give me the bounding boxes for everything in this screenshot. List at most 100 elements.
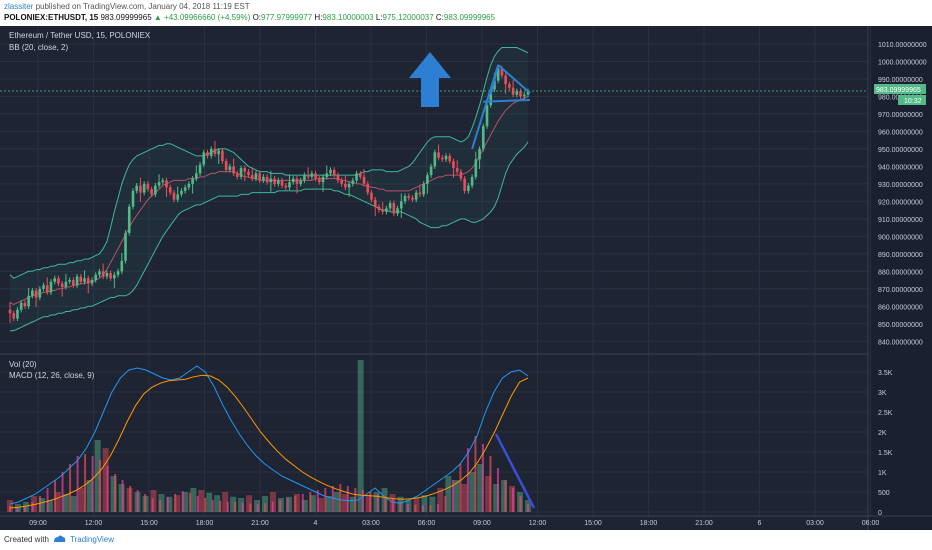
candle [504, 72, 507, 94]
candle-body [23, 302, 27, 307]
candle-body [515, 91, 519, 95]
volume-bar [174, 495, 181, 512]
volume-pane [7, 360, 531, 512]
candle [45, 277, 49, 295]
macd-histogram-bar [256, 504, 259, 512]
volume-bar [301, 500, 308, 512]
candle-body [142, 183, 146, 193]
triangle-upper-edge [497, 64, 531, 94]
candle-body [224, 161, 228, 170]
candle-body [273, 178, 276, 184]
candle-body [221, 150, 224, 162]
candle-body [195, 173, 198, 179]
volume-bar [46, 500, 53, 512]
macd-histogram-bar [391, 499, 394, 512]
candle-body [366, 183, 370, 193]
candle [358, 170, 362, 180]
macd-histogram-bar [519, 496, 522, 512]
macd-indicator-label[interactable]: MACD (12, 26, close, 9) [9, 371, 95, 380]
candle [68, 277, 71, 285]
time-tick-label: 21:00 [251, 520, 269, 527]
volume-bar [309, 495, 316, 512]
candle-body [463, 178, 466, 191]
candle [247, 169, 250, 178]
price-tick-label: 870.00000000 [878, 287, 923, 294]
macd-histogram-bar [399, 501, 402, 512]
candle [228, 163, 232, 173]
candle-body [288, 182, 291, 188]
price-tick-label: 930.00000000 [878, 182, 923, 189]
chart-canvas[interactable]: 840.00000000 850.00000000 860.00000000 870.… [0, 26, 932, 530]
volume-bar [317, 498, 324, 512]
candle-body [45, 285, 49, 293]
macd-histogram-bar [204, 498, 207, 512]
candle-body [385, 208, 388, 212]
candle-body [146, 183, 150, 190]
candle [470, 174, 474, 189]
macd-histogram-bar [436, 504, 439, 512]
candle-body [291, 178, 295, 183]
candle [433, 149, 437, 170]
candle-body [31, 290, 34, 296]
candle-body [422, 183, 425, 195]
macd-histogram-bar [324, 488, 327, 512]
candle-body [455, 168, 459, 172]
macd-histogram-bar [421, 505, 424, 512]
macd-histogram-bar [527, 504, 529, 512]
candle-body [310, 173, 314, 177]
candle-body [485, 105, 489, 127]
candle [131, 188, 135, 210]
candle [176, 186, 180, 203]
triangle-lower-edge [483, 98, 531, 103]
macd-histogram-bar [466, 448, 469, 512]
low-value: 975.12000037 [382, 13, 434, 22]
candle [418, 184, 422, 197]
price-tick-label: 890.00000000 [878, 252, 923, 259]
candle-body [258, 173, 261, 181]
candle-body [127, 206, 131, 233]
candle [314, 170, 317, 182]
macd-histogram-bar [121, 480, 124, 512]
time-tick-label: 6 [758, 520, 762, 527]
volume-bar [182, 492, 189, 512]
candle-body [277, 180, 280, 184]
candle-body [8, 309, 12, 314]
candle [429, 163, 433, 178]
time-tag-value: 10:32 [904, 98, 922, 105]
author-link[interactable]: zlassiter [4, 2, 34, 11]
volume-bar [349, 496, 356, 512]
candle-body [247, 171, 250, 176]
candle-body [165, 180, 168, 188]
candle-body [131, 190, 135, 207]
macd-histogram-bar [489, 456, 492, 512]
price-tick-label: 1010.00000000 [878, 42, 927, 49]
price-tag-value: 983.09999965 [876, 87, 921, 94]
candle [262, 174, 265, 184]
candle [370, 190, 373, 203]
macd-histogram-bar [429, 505, 432, 512]
macd-histogram-bar [331, 486, 334, 512]
created-with-text: Created with [4, 535, 49, 544]
candle-body [306, 175, 310, 177]
tradingview-link[interactable]: TradingView [70, 535, 115, 544]
last-price: 983.09999965 [100, 13, 152, 22]
candle-body [213, 148, 217, 155]
candle-body [459, 171, 463, 179]
candle-body [452, 161, 455, 169]
volume-pane-title[interactable]: Vol (20) [9, 360, 37, 369]
candle-body [448, 155, 452, 162]
candle [340, 177, 343, 187]
price-tick-label: 860.00000000 [878, 304, 923, 311]
candle-body [176, 194, 180, 200]
candle-body [139, 185, 142, 193]
candle-body [236, 173, 239, 177]
volume-bar [493, 484, 500, 512]
macd-histogram-bar [181, 491, 184, 512]
volume-tick-label: 500 [878, 490, 890, 497]
candle [426, 172, 429, 194]
candle [127, 203, 131, 236]
candle-body [407, 196, 411, 198]
candle [183, 184, 187, 194]
bb-indicator-label[interactable]: BB (20, close, 2) [9, 43, 68, 52]
macd-histogram-bar [234, 502, 237, 512]
